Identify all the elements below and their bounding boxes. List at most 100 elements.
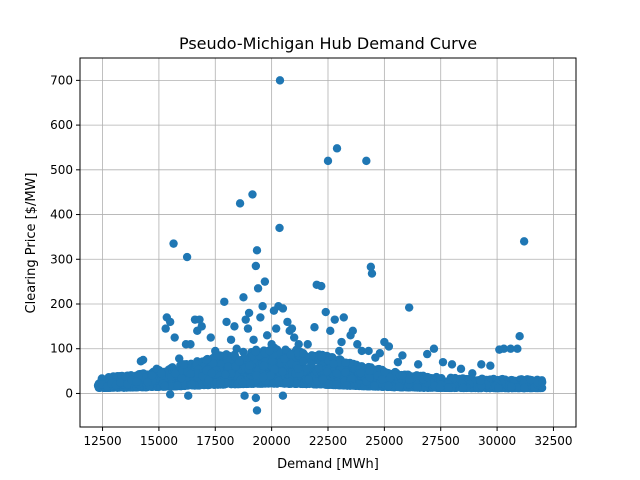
scatter-point	[393, 357, 403, 367]
scatter-point	[256, 313, 265, 322]
scatter-point	[332, 369, 341, 378]
scatter-point	[317, 281, 326, 291]
x-tick-label: 12500	[83, 434, 121, 448]
scatter-point	[251, 261, 261, 271]
scatter-point	[356, 362, 365, 371]
scatter-point	[252, 246, 262, 255]
scatter-point	[230, 322, 239, 331]
scatter-point	[120, 372, 130, 381]
scatter-point	[182, 252, 192, 262]
scatter-point	[404, 303, 414, 312]
scatter-point	[292, 379, 302, 388]
scatter-point	[173, 381, 182, 390]
scatter-point	[348, 326, 357, 336]
scatter-point	[289, 333, 299, 342]
scatter-point	[458, 383, 468, 393]
scatter-point	[423, 349, 432, 359]
scatter-point	[147, 371, 157, 380]
scatter-point	[364, 346, 373, 356]
scatter-point	[235, 199, 245, 208]
scatter-point	[494, 383, 503, 393]
scatter-point	[331, 380, 341, 390]
scatter-point	[520, 383, 529, 393]
scatter-point	[341, 368, 350, 377]
scatter-point	[377, 375, 387, 384]
scatter-point	[132, 377, 141, 387]
scatter-point	[275, 223, 284, 233]
scatter-point	[438, 357, 448, 367]
scatter-point	[366, 262, 376, 272]
scatter-point	[206, 333, 215, 342]
y-tick-label: 200	[50, 297, 73, 311]
scatter-point	[222, 317, 231, 327]
scatter-point	[356, 368, 366, 378]
scatter-point	[283, 317, 292, 327]
scatter-point	[456, 364, 466, 374]
scatter-point	[260, 277, 270, 286]
scatter-point	[265, 346, 274, 356]
y-tick-label: 600	[50, 118, 73, 132]
scatter-point	[249, 335, 258, 344]
scatter-point	[169, 239, 178, 248]
scatter-point	[506, 344, 515, 353]
scatter-point	[367, 269, 377, 278]
scatter-point	[195, 315, 204, 324]
scatter-point	[161, 324, 170, 333]
scatter-point	[278, 367, 287, 377]
scatter-point	[251, 347, 260, 357]
scatter-point	[215, 351, 224, 360]
y-tick-label: 400	[50, 208, 73, 222]
scatter-point	[369, 381, 379, 391]
scatter-point	[339, 313, 348, 322]
scatter-point	[278, 391, 288, 400]
scatter-point	[353, 340, 362, 349]
scatter-point	[384, 342, 394, 351]
x-tick-label: 32500	[534, 434, 572, 448]
y-tick-label: 300	[50, 252, 73, 266]
scatter-point	[232, 344, 241, 353]
y-axis-ticks: 0 100 200 300 400 500 600 700	[50, 73, 80, 400]
scatter-point	[307, 351, 317, 360]
scatter-point	[251, 393, 261, 403]
scatter-point	[258, 372, 268, 382]
data-points	[93, 76, 547, 415]
scatter-point	[341, 358, 350, 367]
scatter-point	[444, 383, 453, 393]
scatter-point	[267, 340, 276, 349]
scatter-point	[244, 308, 254, 318]
x-axis-ticks: 12500 15000 17500 20000 22500 25000 27500 30000…	[83, 427, 573, 448]
scatter-point	[197, 322, 206, 331]
scatter-point	[245, 361, 254, 371]
scatter-point	[323, 156, 333, 166]
scatter-point	[275, 76, 285, 85]
x-tick-label: 30000	[478, 434, 516, 448]
scatter-point	[281, 345, 290, 354]
scatter-point	[342, 381, 351, 390]
scatter-point	[526, 375, 536, 385]
scatter-point	[304, 375, 313, 384]
scatter-point	[143, 378, 152, 387]
y-tick-label: 500	[50, 163, 73, 177]
scatter-point	[515, 332, 524, 341]
scatter-point	[239, 293, 248, 302]
scatter-point	[303, 340, 312, 349]
scatter-point	[240, 391, 249, 400]
scatter-point	[318, 375, 328, 384]
scatter-point	[385, 373, 395, 382]
scatter-point	[252, 370, 261, 380]
scatter-point	[322, 367, 332, 376]
scatter-point	[258, 302, 267, 311]
scatter-point	[170, 369, 180, 378]
scatter-point	[246, 379, 255, 388]
scatter-point	[486, 361, 495, 370]
scatter-point	[330, 315, 339, 324]
x-tick-label: 20000	[253, 434, 291, 448]
scatter-point	[326, 326, 335, 336]
scatter-point	[271, 324, 281, 333]
scatter-point	[476, 376, 485, 385]
scatter-point	[507, 382, 516, 392]
scatter-point	[413, 383, 422, 392]
scatter-point	[156, 369, 166, 378]
scatter-point	[165, 390, 175, 399]
